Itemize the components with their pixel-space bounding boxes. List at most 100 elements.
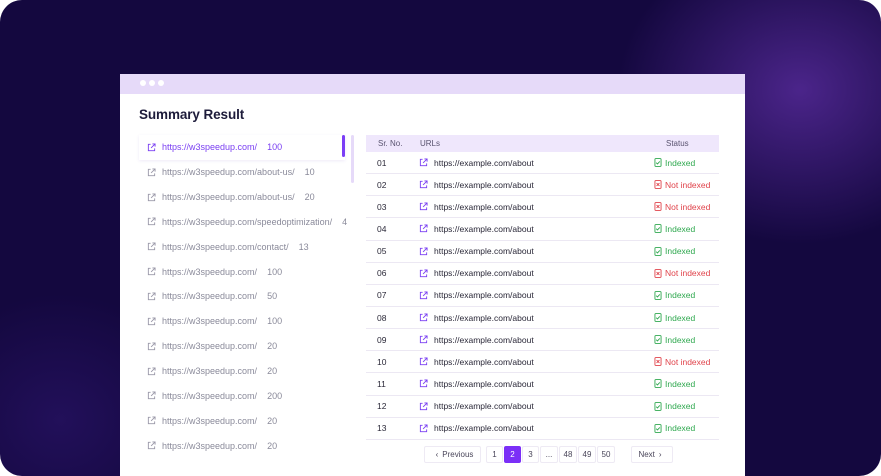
list-item-url: https://w3speedup.com/speedoptimization/ bbox=[162, 216, 333, 227]
list-item-url: https://w3speedup.com/ bbox=[162, 390, 258, 401]
table-body: 01 https://example.com/about Indexed 02 http… bbox=[366, 152, 719, 440]
previous-button[interactable]: ‹ Previous bbox=[424, 445, 481, 463]
list-item[interactable]: https://w3speedup.com/20 bbox=[139, 433, 345, 458]
list-item-count: 13 bbox=[298, 241, 309, 252]
row-sr-no: 05 bbox=[377, 246, 387, 257]
list-item-count: 50 bbox=[267, 291, 278, 302]
page-button[interactable]: 50 bbox=[597, 445, 615, 463]
row-url-link[interactable]: https://example.com/about bbox=[419, 423, 654, 433]
list-item-url: https://w3speedup.com/ bbox=[162, 316, 258, 327]
list-item[interactable]: https://w3speedup.com/100 bbox=[139, 135, 345, 160]
list-item[interactable]: https://w3speedup.com/about-us/10 bbox=[139, 160, 345, 185]
row-url-link[interactable]: https://example.com/about bbox=[419, 401, 654, 411]
list-item-url: https://w3speedup.com/about-us/ bbox=[162, 192, 295, 203]
row-sr-no: 07 bbox=[377, 290, 387, 301]
external-link-icon bbox=[419, 379, 428, 388]
external-link-icon bbox=[147, 416, 156, 425]
row-url-link[interactable]: https://example.com/about bbox=[419, 335, 654, 345]
status-badge: Not indexed bbox=[654, 357, 719, 367]
window-dot-icon bbox=[158, 80, 164, 86]
row-url-link[interactable]: https://example.com/about bbox=[419, 246, 654, 256]
list-item-url: https://w3speedup.com/contact/ bbox=[162, 241, 289, 252]
list-item-url: https://w3speedup.com/ bbox=[162, 266, 258, 277]
external-link-icon bbox=[419, 291, 428, 300]
status-badge: Indexed bbox=[654, 158, 719, 168]
list-item[interactable]: https://w3speedup.com/about-us/20 bbox=[139, 185, 345, 210]
row-url-link[interactable]: https://example.com/about bbox=[419, 313, 654, 323]
list-item-count: 200 bbox=[267, 390, 283, 401]
row-url-link[interactable]: https://example.com/about bbox=[419, 224, 654, 234]
external-link-icon bbox=[147, 441, 156, 450]
list-item[interactable]: https://w3speedup.com/50 bbox=[139, 284, 345, 309]
external-link-icon bbox=[419, 357, 428, 366]
list-item[interactable]: https://w3speedup.com/20 bbox=[139, 359, 345, 384]
row-url-link[interactable]: https://example.com/about bbox=[419, 357, 654, 367]
indexed-icon bbox=[654, 335, 662, 345]
pagination: ‹ Previous 1 2 3... 48 49 50 Next › bbox=[424, 445, 673, 463]
status-text: Indexed bbox=[665, 223, 696, 234]
list-item-url: https://w3speedup.com/ bbox=[162, 366, 258, 377]
external-link-icon bbox=[419, 158, 428, 167]
row-url-link[interactable]: https://example.com/about bbox=[419, 379, 654, 389]
indexed-icon bbox=[654, 379, 662, 389]
list-item[interactable]: https://w3speedup.com/20 bbox=[139, 408, 345, 433]
status-badge: Indexed bbox=[654, 313, 719, 323]
page-button[interactable]: 3 bbox=[522, 445, 539, 463]
row-url-link[interactable]: https://example.com/about bbox=[419, 268, 654, 278]
external-link-icon bbox=[147, 391, 156, 400]
list-item[interactable]: https://w3speedup.com/100 bbox=[139, 259, 345, 284]
indexed-icon bbox=[654, 246, 662, 256]
row-sr-no: 12 bbox=[377, 401, 387, 412]
row-url-text: https://example.com/about bbox=[434, 223, 534, 234]
status-text: Indexed bbox=[665, 423, 696, 434]
list-item[interactable]: https://w3speedup.com/100 bbox=[139, 309, 345, 334]
list-item-url: https://w3speedup.com/ bbox=[162, 341, 258, 352]
list-item[interactable]: https://w3speedup.com/200 bbox=[139, 383, 345, 408]
status-text: Indexed bbox=[665, 290, 696, 301]
list-item-url: https://w3speedup.com/ bbox=[162, 291, 258, 302]
row-url-text: https://example.com/about bbox=[434, 201, 534, 212]
table-row: 08 https://example.com/about Indexed bbox=[366, 307, 719, 330]
window-dot-icon bbox=[149, 80, 155, 86]
list-item[interactable]: https://w3speedup.com/contact/13 bbox=[139, 234, 345, 259]
external-link-icon bbox=[147, 193, 156, 202]
not-indexed-icon bbox=[654, 202, 662, 212]
row-url-link[interactable]: https://example.com/about bbox=[419, 180, 654, 190]
page-button[interactable]: 49 bbox=[578, 445, 596, 463]
indexed-icon bbox=[654, 313, 662, 322]
row-url-link[interactable]: https://example.com/about bbox=[419, 158, 654, 168]
page-button[interactable]: 48 bbox=[559, 445, 577, 463]
row-url-link[interactable]: https://example.com/about bbox=[419, 290, 654, 300]
row-url-text: https://example.com/about bbox=[434, 179, 534, 190]
page-numbers: 1 2 3... 48 49 50 bbox=[486, 445, 616, 463]
status-text: Not indexed bbox=[665, 268, 711, 279]
row-url-text: https://example.com/about bbox=[434, 378, 534, 389]
page-button[interactable]: 2 bbox=[504, 445, 521, 463]
status-text: Indexed bbox=[665, 378, 696, 389]
list-scrollbar[interactable] bbox=[351, 135, 354, 183]
table-row: 05 https://example.com/about Indexed bbox=[366, 241, 719, 263]
row-sr-no: 02 bbox=[377, 179, 387, 190]
header-sr-no: Sr. No. bbox=[378, 139, 403, 148]
list-item[interactable]: https://w3speedup.com/speedoptimization/… bbox=[139, 210, 347, 235]
window-titlebar bbox=[120, 74, 745, 94]
table-row: 06 https://example.com/about Not indexed bbox=[366, 263, 719, 285]
table-row: 09 https://example.com/about Indexed bbox=[366, 329, 719, 352]
list-item-count: 10 bbox=[304, 167, 315, 178]
status-badge: Indexed bbox=[654, 335, 719, 345]
row-sr-no: 11 bbox=[377, 378, 386, 389]
not-indexed-icon bbox=[654, 180, 662, 190]
external-link-icon bbox=[419, 335, 428, 344]
url-list: https://w3speedup.com/100 https://w3speed… bbox=[139, 135, 347, 475]
row-sr-no: 08 bbox=[377, 312, 387, 323]
next-button[interactable]: Next › bbox=[631, 445, 673, 463]
page-button[interactable]: 1 bbox=[486, 445, 503, 463]
row-url-text: https://example.com/about bbox=[434, 356, 534, 367]
row-url-link[interactable]: https://example.com/about bbox=[419, 202, 654, 212]
not-indexed-icon bbox=[654, 357, 662, 367]
external-link-icon bbox=[419, 202, 428, 211]
list-item[interactable]: https://w3speedup.com/20 bbox=[139, 334, 345, 359]
header-urls: URLs bbox=[420, 139, 441, 148]
status-badge: Indexed bbox=[654, 401, 719, 411]
